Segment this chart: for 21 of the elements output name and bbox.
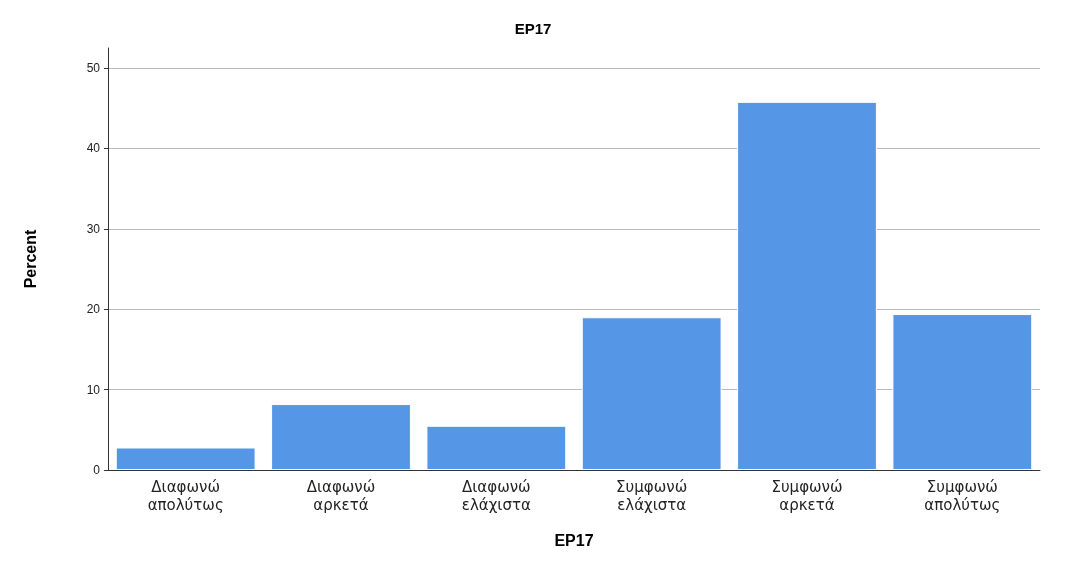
bar (892, 314, 1033, 470)
bar (115, 447, 256, 470)
y-tick-label: 10 (86, 382, 101, 397)
chart-title: EP17 (514, 20, 552, 37)
x-tick-label: Διαφωνώ απολύτως (147, 478, 224, 514)
y-tick-label: 0 (93, 463, 101, 477)
bar (581, 317, 722, 470)
y-axis-title: Percent (21, 228, 39, 289)
y-tick-label: 50 (86, 61, 101, 76)
y-tick-label: 20 (86, 302, 101, 317)
x-tick-label: Διαφωνώ αρκετά (306, 478, 376, 514)
x-tick-label: Συμφωνώ απολύτως (924, 478, 1001, 514)
x-axis-title: EP17 (554, 531, 594, 549)
bar (271, 404, 411, 470)
bar (737, 101, 877, 470)
x-tick-label: Διαφωνώ ελάχιστα (461, 478, 531, 514)
bar (426, 425, 567, 470)
x-tick-label: Συμφωνώ ελάχιστα (616, 478, 688, 514)
x-tick-label: Συμφωνώ αρκετά (771, 478, 843, 514)
y-tick-label: 30 (86, 221, 101, 236)
y-tick-label: 40 (86, 141, 101, 156)
